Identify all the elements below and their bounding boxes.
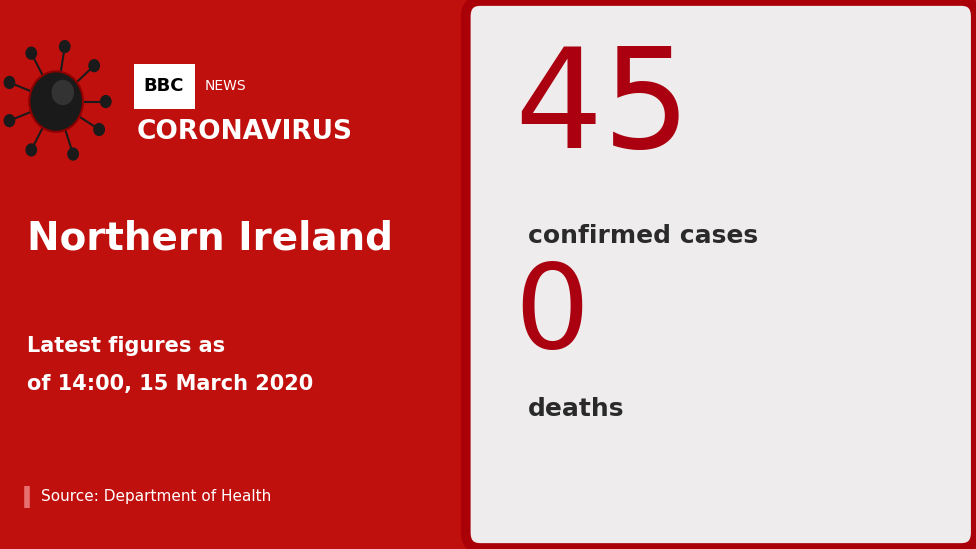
Circle shape	[29, 71, 83, 132]
Text: 0: 0	[514, 258, 589, 373]
Circle shape	[4, 114, 16, 127]
Circle shape	[94, 123, 105, 136]
Text: Latest figures as: Latest figures as	[27, 336, 224, 356]
Circle shape	[59, 40, 70, 53]
Circle shape	[100, 95, 111, 108]
Text: CORONAVIRUS: CORONAVIRUS	[137, 119, 352, 145]
Circle shape	[67, 148, 79, 161]
Circle shape	[25, 47, 37, 60]
Circle shape	[52, 80, 74, 105]
FancyBboxPatch shape	[134, 64, 195, 109]
Circle shape	[25, 143, 37, 156]
Text: BBC: BBC	[143, 77, 183, 95]
Text: Source: Department of Health: Source: Department of Health	[41, 489, 271, 505]
Circle shape	[88, 59, 101, 72]
Text: of 14:00, 15 March 2020: of 14:00, 15 March 2020	[27, 374, 313, 394]
Circle shape	[4, 76, 16, 89]
Text: NEWS: NEWS	[205, 79, 247, 93]
Text: 45: 45	[514, 42, 691, 177]
Text: Northern Ireland: Northern Ireland	[27, 220, 392, 258]
FancyBboxPatch shape	[466, 1, 976, 548]
Text: confirmed cases: confirmed cases	[528, 224, 758, 248]
Text: deaths: deaths	[528, 397, 625, 421]
